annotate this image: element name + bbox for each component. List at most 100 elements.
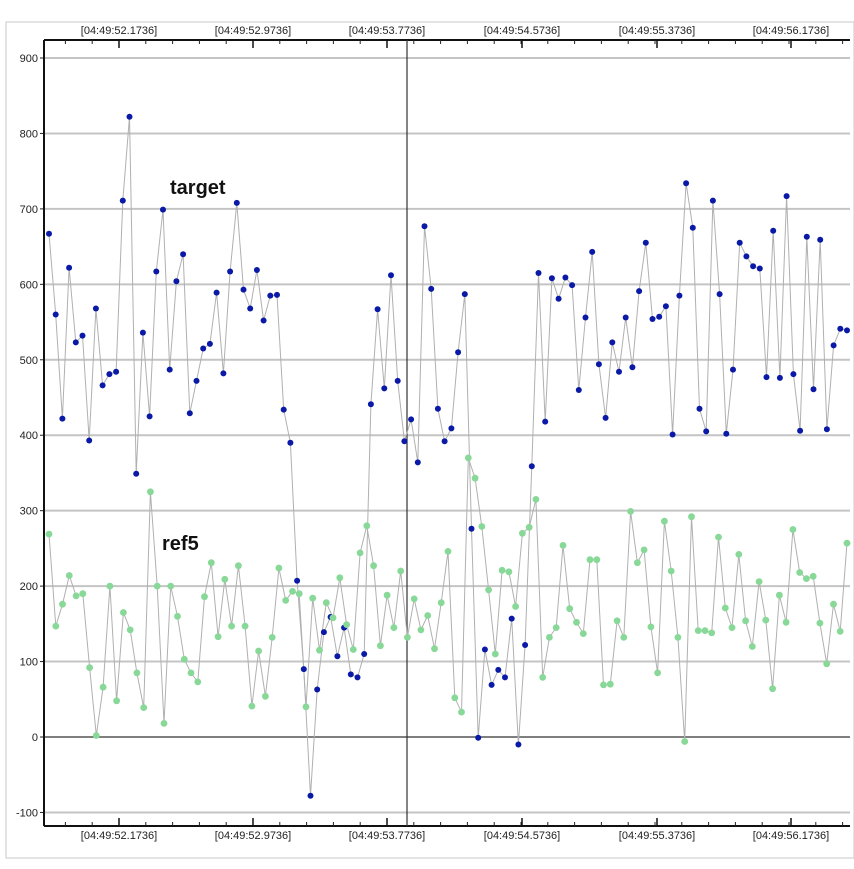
ref5-point[interactable] bbox=[214, 633, 222, 641]
ref5-point[interactable] bbox=[694, 627, 702, 634]
target-point[interactable] bbox=[555, 295, 562, 302]
target-point[interactable] bbox=[227, 268, 234, 275]
ref5-point[interactable] bbox=[275, 564, 283, 572]
target-point[interactable] bbox=[535, 270, 542, 276]
target-point[interactable] bbox=[488, 681, 495, 688]
target-point[interactable] bbox=[743, 253, 750, 260]
target-point[interactable] bbox=[495, 666, 502, 673]
ref5-point[interactable] bbox=[830, 600, 837, 608]
target-point[interactable] bbox=[119, 197, 126, 204]
target-point[interactable] bbox=[253, 267, 260, 273]
target-point[interactable] bbox=[46, 230, 52, 237]
target-point[interactable] bbox=[649, 316, 656, 322]
ref5-point[interactable] bbox=[620, 634, 628, 641]
ref5-point[interactable] bbox=[721, 604, 729, 612]
target-point[interactable] bbox=[139, 329, 146, 336]
ref5-point[interactable] bbox=[167, 582, 175, 590]
ref5-point[interactable] bbox=[688, 513, 695, 521]
ref5-point[interactable] bbox=[701, 627, 709, 634]
target-point[interactable] bbox=[193, 377, 200, 384]
target-point[interactable] bbox=[656, 313, 663, 320]
target-point[interactable] bbox=[468, 525, 475, 532]
target-point[interactable] bbox=[220, 370, 227, 377]
target-point[interactable] bbox=[180, 251, 187, 258]
ref5-point[interactable] bbox=[316, 646, 323, 654]
target-point[interactable] bbox=[441, 438, 448, 445]
ref5-point[interactable] bbox=[505, 568, 513, 576]
ref5-point[interactable] bbox=[390, 624, 398, 631]
ref5-point[interactable] bbox=[174, 612, 181, 620]
ref5-point[interactable] bbox=[593, 556, 601, 564]
ref5-point[interactable] bbox=[809, 572, 817, 580]
ref5-point[interactable] bbox=[742, 617, 749, 625]
ref5-point[interactable] bbox=[512, 603, 519, 610]
ref5-point[interactable] bbox=[45, 530, 53, 538]
target-point[interactable] bbox=[314, 686, 321, 693]
ref5-point[interactable] bbox=[769, 685, 776, 693]
target-point[interactable] bbox=[126, 113, 133, 120]
ref5-point[interactable] bbox=[437, 599, 445, 607]
target-point[interactable] bbox=[267, 292, 274, 299]
target-point[interactable] bbox=[200, 345, 207, 352]
ref5-point[interactable] bbox=[539, 674, 547, 681]
ref5-point[interactable] bbox=[782, 618, 790, 626]
target-point[interactable] bbox=[508, 615, 515, 622]
target-point[interactable] bbox=[79, 332, 86, 339]
target-point[interactable] bbox=[160, 206, 166, 213]
target-point[interactable] bbox=[595, 361, 602, 368]
target-point[interactable] bbox=[622, 314, 629, 321]
ref5-point[interactable] bbox=[431, 645, 438, 653]
target-point[interactable] bbox=[247, 305, 254, 312]
target-point[interactable] bbox=[823, 426, 830, 433]
ref5-point[interactable] bbox=[458, 708, 465, 716]
target-point[interactable] bbox=[367, 401, 374, 408]
target-point[interactable] bbox=[347, 671, 354, 678]
target-point[interactable] bbox=[133, 470, 140, 477]
target-point[interactable] bbox=[750, 263, 757, 270]
ref5-point[interactable] bbox=[160, 720, 168, 727]
target-point[interactable] bbox=[186, 410, 193, 417]
target-point[interactable] bbox=[434, 405, 441, 412]
target-point[interactable] bbox=[803, 233, 810, 240]
ref5-point[interactable] bbox=[843, 539, 851, 547]
target-point[interactable] bbox=[414, 459, 421, 466]
target-point[interactable] bbox=[354, 674, 361, 681]
ref5-point[interactable] bbox=[532, 496, 540, 503]
ref5-point[interactable] bbox=[397, 567, 405, 575]
ref5-point[interactable] bbox=[519, 529, 526, 537]
target-point[interactable] bbox=[542, 418, 549, 425]
ref5-point[interactable] bbox=[268, 634, 276, 641]
ref5-point[interactable] bbox=[566, 605, 574, 613]
target-point[interactable] bbox=[206, 340, 213, 347]
target-point[interactable] bbox=[569, 282, 576, 289]
target-point[interactable] bbox=[810, 386, 817, 393]
ref5-point[interactable] bbox=[126, 626, 134, 634]
ref5-point[interactable] bbox=[803, 575, 810, 582]
ref5-point[interactable] bbox=[823, 660, 831, 668]
target-point[interactable] bbox=[797, 427, 804, 434]
ref5-point[interactable] bbox=[728, 624, 736, 631]
target-point[interactable] bbox=[106, 371, 113, 378]
ref5-point[interactable] bbox=[525, 523, 533, 531]
target-point[interactable] bbox=[522, 642, 529, 648]
ref5-point[interactable] bbox=[295, 590, 303, 598]
ref5-point[interactable] bbox=[106, 582, 114, 590]
ref5-point[interactable] bbox=[370, 562, 377, 570]
ref5-point[interactable] bbox=[627, 508, 634, 515]
target-point[interactable] bbox=[669, 431, 676, 438]
target-point[interactable] bbox=[381, 385, 388, 392]
target-point[interactable] bbox=[408, 416, 415, 423]
ref5-point[interactable] bbox=[776, 591, 783, 599]
ref5-point[interactable] bbox=[153, 582, 161, 590]
target-point[interactable] bbox=[455, 349, 462, 356]
target-point[interactable] bbox=[334, 653, 341, 660]
ref5-point[interactable] bbox=[681, 738, 689, 745]
target-point[interactable] bbox=[716, 291, 723, 298]
ref5-point[interactable] bbox=[816, 619, 824, 627]
ref5-point[interactable] bbox=[92, 732, 100, 739]
ref5-point[interactable] bbox=[424, 612, 432, 619]
ref5-point[interactable] bbox=[133, 669, 141, 677]
ref5-point[interactable] bbox=[302, 703, 310, 711]
target-point[interactable] bbox=[636, 288, 643, 295]
ref5-point[interactable] bbox=[471, 474, 479, 482]
